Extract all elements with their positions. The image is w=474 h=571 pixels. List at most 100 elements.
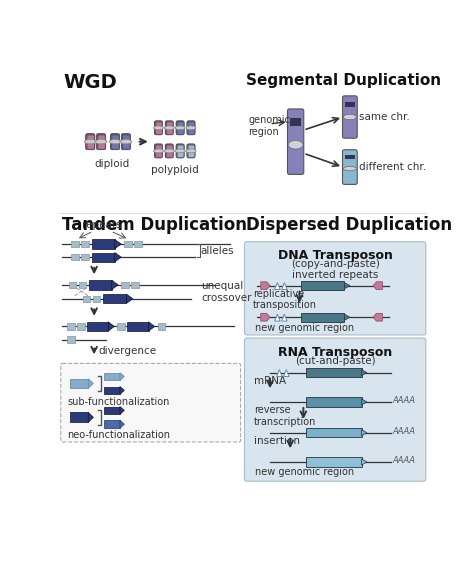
FancyBboxPatch shape — [177, 144, 184, 157]
Polygon shape — [88, 412, 93, 423]
Text: DNA Transposon: DNA Transposon — [278, 250, 392, 263]
FancyBboxPatch shape — [245, 242, 426, 335]
Text: different chr.: different chr. — [359, 162, 426, 172]
Polygon shape — [112, 280, 118, 289]
Bar — [92, 296, 100, 302]
Bar — [67, 323, 75, 329]
FancyBboxPatch shape — [122, 134, 130, 148]
FancyBboxPatch shape — [112, 134, 119, 148]
FancyBboxPatch shape — [87, 134, 95, 148]
Text: Segmental Duplication: Segmental Duplication — [246, 73, 441, 88]
Ellipse shape — [154, 126, 164, 130]
Bar — [301, 312, 345, 322]
FancyBboxPatch shape — [155, 122, 162, 135]
Bar — [306, 428, 362, 437]
FancyBboxPatch shape — [112, 135, 119, 150]
FancyBboxPatch shape — [87, 135, 95, 150]
Polygon shape — [345, 314, 350, 320]
Bar — [82, 296, 90, 302]
Polygon shape — [345, 283, 350, 289]
FancyBboxPatch shape — [121, 134, 129, 148]
Text: sub-functionalization: sub-functionalization — [67, 396, 169, 407]
Ellipse shape — [154, 149, 164, 153]
FancyBboxPatch shape — [110, 135, 118, 150]
FancyBboxPatch shape — [176, 121, 183, 134]
Polygon shape — [373, 313, 383, 321]
FancyBboxPatch shape — [98, 134, 106, 148]
FancyBboxPatch shape — [187, 144, 194, 157]
Bar — [71, 241, 79, 247]
Polygon shape — [362, 369, 367, 376]
Polygon shape — [282, 283, 287, 289]
Ellipse shape — [175, 149, 185, 153]
Text: alleles: alleles — [201, 246, 234, 256]
FancyBboxPatch shape — [61, 363, 241, 442]
Ellipse shape — [186, 149, 196, 153]
FancyBboxPatch shape — [176, 122, 183, 135]
FancyBboxPatch shape — [187, 122, 194, 135]
FancyBboxPatch shape — [110, 134, 118, 148]
FancyBboxPatch shape — [166, 122, 173, 135]
FancyBboxPatch shape — [165, 122, 173, 135]
Ellipse shape — [288, 140, 303, 149]
FancyBboxPatch shape — [155, 144, 162, 157]
Text: same chr.: same chr. — [359, 112, 410, 122]
FancyBboxPatch shape — [166, 145, 173, 158]
Ellipse shape — [175, 126, 185, 130]
Bar — [104, 420, 120, 428]
FancyBboxPatch shape — [122, 135, 130, 150]
Ellipse shape — [109, 139, 121, 144]
FancyBboxPatch shape — [165, 145, 173, 158]
Bar — [306, 397, 362, 407]
Ellipse shape — [120, 139, 132, 144]
Ellipse shape — [343, 167, 356, 171]
Text: WGD: WGD — [64, 73, 118, 92]
Text: unequal
crossover: unequal crossover — [201, 281, 252, 303]
Polygon shape — [261, 313, 270, 321]
Text: (copy-and-paste): (copy-and-paste) — [291, 259, 380, 270]
Bar — [89, 280, 112, 289]
Bar — [124, 241, 132, 247]
Polygon shape — [275, 314, 280, 321]
Polygon shape — [120, 420, 124, 428]
Polygon shape — [127, 294, 133, 303]
FancyBboxPatch shape — [97, 134, 104, 148]
Text: AAAA: AAAA — [392, 427, 415, 436]
FancyBboxPatch shape — [188, 144, 195, 157]
FancyBboxPatch shape — [187, 145, 194, 158]
Text: AAAA: AAAA — [392, 396, 415, 405]
Text: Tandem Duplication: Tandem Duplication — [63, 216, 247, 234]
Bar — [77, 323, 85, 329]
Bar — [121, 282, 129, 288]
Bar — [118, 323, 125, 329]
Bar — [135, 241, 142, 247]
Ellipse shape — [84, 139, 96, 144]
Polygon shape — [275, 283, 280, 289]
Text: diploid: diploid — [94, 159, 129, 168]
FancyBboxPatch shape — [155, 145, 162, 158]
Polygon shape — [115, 252, 121, 262]
Polygon shape — [120, 407, 124, 414]
Bar — [103, 294, 127, 303]
FancyBboxPatch shape — [98, 135, 106, 150]
FancyBboxPatch shape — [166, 144, 173, 157]
Bar — [290, 118, 301, 126]
Text: mRNA: mRNA — [254, 376, 286, 386]
Polygon shape — [283, 369, 289, 376]
Text: (cut-and-paste): (cut-and-paste) — [295, 356, 375, 366]
Bar — [158, 323, 165, 329]
FancyBboxPatch shape — [155, 121, 162, 134]
FancyBboxPatch shape — [86, 134, 94, 148]
FancyBboxPatch shape — [177, 122, 184, 135]
Bar — [79, 282, 86, 288]
Bar — [87, 322, 108, 331]
FancyBboxPatch shape — [155, 121, 162, 134]
FancyBboxPatch shape — [155, 122, 162, 135]
Text: repeats: repeats — [82, 220, 122, 230]
FancyBboxPatch shape — [165, 144, 173, 157]
Bar — [70, 379, 88, 388]
FancyBboxPatch shape — [343, 150, 357, 184]
Text: divergence: divergence — [98, 347, 156, 356]
FancyBboxPatch shape — [155, 144, 162, 157]
Text: neo-functionalization: neo-functionalization — [67, 431, 170, 440]
